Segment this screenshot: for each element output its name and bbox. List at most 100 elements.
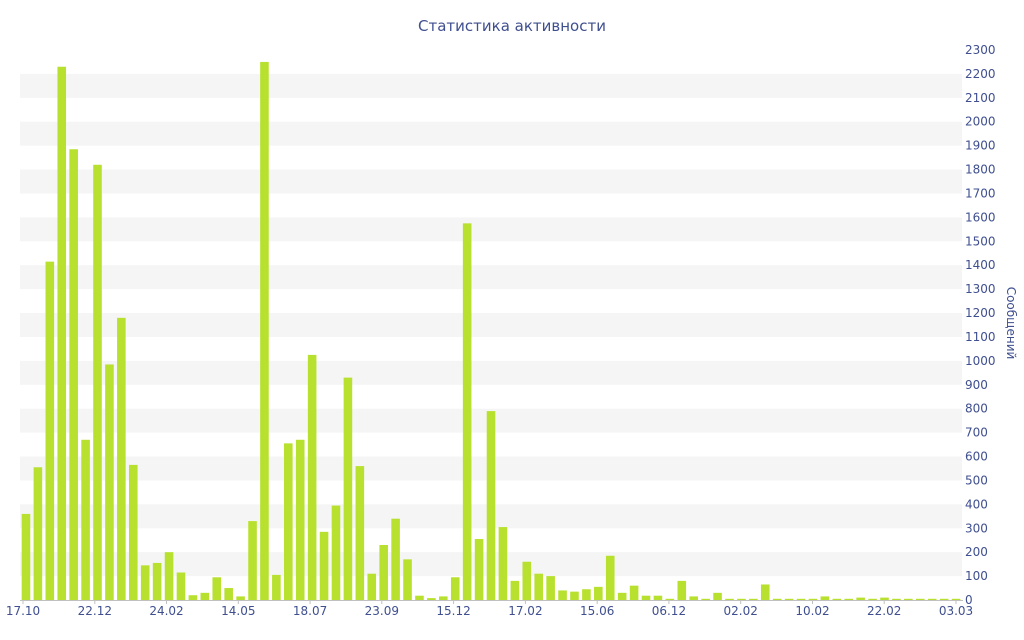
bar <box>248 521 257 600</box>
bar <box>427 598 436 600</box>
bar <box>498 527 508 600</box>
bar <box>546 576 555 600</box>
y-axis: 0 100 200 300 400 500 600 700 800 900 1000 1100 1200… <box>965 43 996 607</box>
bar <box>558 590 567 600</box>
y-tick-label: 800 <box>965 402 988 416</box>
y-tick-label: 2100 <box>965 91 996 105</box>
bar <box>582 589 591 600</box>
x-axis: 17.10 22.12 24.02 14.05 18.07 23.09 15.12 17.02… <box>6 600 973 618</box>
bar <box>629 585 639 600</box>
bar <box>355 466 365 600</box>
x-tick-label: 02.02 <box>724 604 758 618</box>
bar <box>701 598 710 600</box>
bar <box>689 596 699 600</box>
bar <box>904 598 913 600</box>
bar <box>832 598 842 600</box>
bar <box>892 598 901 600</box>
bar <box>844 598 854 600</box>
bar <box>594 586 603 600</box>
bar <box>784 598 794 600</box>
bar <box>749 598 758 600</box>
bar <box>677 580 687 600</box>
bar <box>236 596 245 600</box>
bar <box>939 598 949 600</box>
bar <box>951 598 961 600</box>
bar <box>212 577 222 600</box>
bar <box>128 464 138 600</box>
y-tick-label: 1900 <box>965 139 996 153</box>
bar <box>57 66 67 601</box>
bar <box>33 467 43 600</box>
y-tick-label: 1500 <box>965 234 996 248</box>
bar <box>295 439 305 600</box>
y-tick-label: 1800 <box>965 163 996 177</box>
y-tick-label: 1300 <box>965 282 996 296</box>
grid-band <box>20 217 962 242</box>
bar <box>272 574 281 600</box>
bar <box>868 598 877 600</box>
bar <box>176 572 186 600</box>
bar <box>391 518 400 600</box>
y-tick-label: 1600 <box>965 210 996 224</box>
bar <box>188 595 198 600</box>
bar <box>713 592 722 600</box>
bar <box>796 598 806 600</box>
bar <box>534 573 543 600</box>
y-tick-label: 200 <box>965 545 988 559</box>
bar <box>772 598 782 600</box>
bar <box>605 555 615 600</box>
bar <box>641 595 651 600</box>
y-tick-label: 1400 <box>965 258 996 272</box>
bar <box>760 584 770 600</box>
bar <box>725 598 734 600</box>
bar <box>140 565 150 600</box>
bars <box>21 61 961 601</box>
y-tick-label: 700 <box>965 426 988 440</box>
x-tick-label: 15.12 <box>436 604 470 618</box>
y-tick-label: 600 <box>965 450 988 464</box>
bar <box>200 592 210 600</box>
bar <box>462 223 472 600</box>
bar <box>486 411 496 600</box>
grid-band <box>20 265 962 290</box>
y-tick-label: 500 <box>965 473 988 487</box>
bar <box>260 61 269 600</box>
bar <box>69 149 78 601</box>
bar <box>343 377 353 600</box>
bar <box>319 531 329 600</box>
bar <box>93 164 102 600</box>
bar <box>367 573 377 600</box>
y-tick-label: 300 <box>965 521 988 535</box>
bar <box>653 595 663 600</box>
bar <box>570 591 579 600</box>
bar <box>117 317 126 600</box>
bar <box>224 588 233 600</box>
bar <box>415 595 424 600</box>
grid-band <box>20 360 962 385</box>
x-tick-label: 03.03 <box>939 604 973 618</box>
bar <box>439 596 448 600</box>
x-tick-label: 17.10 <box>6 604 40 618</box>
grid-band <box>20 169 962 194</box>
grid-band <box>20 73 962 98</box>
bar <box>856 597 865 600</box>
y-tick-label: 0 <box>965 593 973 607</box>
x-tick-label: 23.09 <box>365 604 399 618</box>
x-tick-label: 18.07 <box>293 604 327 618</box>
bar <box>820 596 830 600</box>
bar <box>510 580 520 600</box>
bar <box>808 598 818 600</box>
y-tick-label: 1200 <box>965 306 996 320</box>
bar <box>522 561 532 600</box>
y-tick-label: 100 <box>965 569 988 583</box>
x-tick-label: 10.02 <box>795 604 829 618</box>
bar <box>21 513 31 600</box>
bar <box>403 559 412 600</box>
y-tick-label: 400 <box>965 497 988 511</box>
bar <box>307 354 317 600</box>
x-tick-label: 06.12 <box>652 604 686 618</box>
x-tick-label: 24.02 <box>149 604 183 618</box>
bar <box>880 597 889 600</box>
y-tick-label: 1100 <box>965 330 996 344</box>
